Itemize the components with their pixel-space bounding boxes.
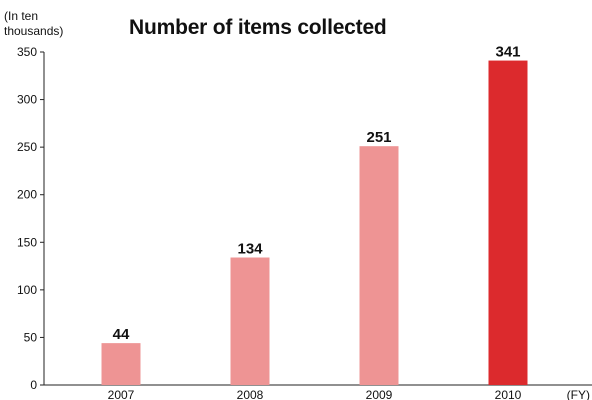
- x-tick-label-2009: 2009: [366, 388, 393, 400]
- x-tick-label-2010: 2010: [495, 388, 522, 400]
- bar-2008: [230, 257, 270, 385]
- y-tick-label: 300: [17, 93, 37, 107]
- y-tick-label: 200: [17, 188, 37, 202]
- y-tick-label: 150: [17, 235, 37, 249]
- bars: 44 134 251 341: [101, 44, 528, 385]
- chart-title: Number of items collected: [129, 16, 387, 39]
- y-axis-unit-line1: (In ten: [4, 9, 39, 23]
- data-label-2009: 251: [366, 129, 391, 146]
- x-tick-label-2007: 2007: [108, 388, 135, 400]
- y-tick-label: 100: [17, 283, 37, 297]
- bar-2010: [488, 60, 528, 385]
- data-label-2008: 134: [237, 241, 263, 258]
- x-tick-label-2008: 2008: [237, 388, 264, 400]
- y-axis: 0 50 100 150 200 250 300 350: [17, 45, 45, 392]
- bar-2007: [101, 343, 141, 385]
- y-tick-label: 350: [17, 45, 37, 59]
- data-label-2007: 44: [113, 326, 130, 343]
- x-axis-unit-label: (FY): [567, 388, 590, 400]
- y-tick-label: 0: [30, 378, 37, 392]
- data-label-2010: 341: [495, 44, 520, 61]
- x-axis: 2007 2008 2009 2010 (FY): [44, 384, 592, 400]
- y-tick-label: 50: [24, 330, 38, 344]
- bar-2009: [359, 146, 399, 385]
- y-axis-unit-label: (In ten thousands): [4, 9, 63, 39]
- y-tick-label: 250: [17, 140, 37, 154]
- y-axis-unit-line2: thousands): [4, 24, 64, 38]
